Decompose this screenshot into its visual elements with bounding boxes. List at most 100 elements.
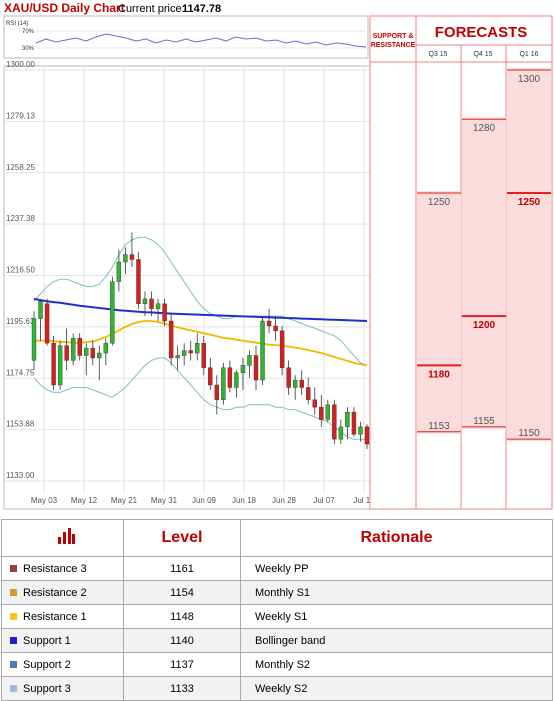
candle-body [123, 254, 128, 263]
candle-body [292, 379, 298, 388]
rsi-label: RSI (14) [6, 21, 28, 27]
color-swatch [10, 685, 17, 693]
table-icon-cell [1, 519, 124, 557]
candle-body [332, 404, 337, 440]
candle-body [188, 350, 193, 354]
levels-table-wrap: Level Rationale Resistance 3 1161 Weekly P… [0, 519, 554, 701]
color-swatch [10, 661, 17, 669]
y-tick-label: 1300.00 [6, 60, 35, 69]
row-rationale: Weekly PP [240, 556, 553, 581]
candle-body [31, 318, 37, 361]
candle-body [110, 281, 115, 344]
row-name: Support 1 [1, 628, 124, 653]
fc-col-q3-15: Q3 15 [428, 51, 447, 58]
candle-body [155, 303, 161, 309]
candle-body [136, 259, 141, 305]
x-tick-label: Jul 07 [313, 496, 335, 505]
fc-col-q1-16: Q1 16 [519, 51, 538, 58]
candle-body [306, 387, 311, 400]
candle-body [260, 320, 265, 381]
candle-body [247, 355, 252, 366]
candle-body [38, 301, 43, 319]
candle-body [364, 426, 370, 445]
forecast-range [417, 191, 461, 434]
candle-body [214, 384, 220, 400]
y-tick-label: 1216.50 [6, 266, 35, 275]
row-level: 1161 [123, 556, 241, 581]
forecast-value: 1250 [428, 197, 451, 208]
candle-body [64, 345, 69, 361]
row-rationale: Monthly S2 [240, 652, 553, 677]
candle-body [142, 298, 148, 305]
bollinger-upper [33, 236, 368, 366]
row-name: Support 2 [1, 652, 124, 677]
color-swatch [10, 637, 17, 645]
row-level: 1137 [123, 652, 241, 677]
rsi-level-30: 30% [22, 46, 35, 52]
row-name: Resistance 2 [1, 580, 124, 605]
row-name-text: Resistance 3 [23, 562, 87, 575]
candle-body [97, 352, 102, 359]
table-row: Resistance 2 1154 Monthly S1 [1, 580, 553, 605]
color-swatch [10, 565, 17, 573]
candle-body [149, 298, 154, 309]
header-level: Level [123, 519, 241, 557]
moving-average-blue [33, 297, 368, 322]
y-tick-label: 1153.88 [6, 420, 35, 429]
x-tick-label: May 31 [151, 496, 178, 505]
y-tick-label: 1133.00 [6, 471, 35, 480]
candle-body [84, 347, 89, 356]
row-name: Resistance 3 [1, 556, 124, 581]
forecast-range [462, 117, 506, 429]
color-swatch [10, 613, 17, 621]
candle-body [208, 367, 213, 386]
x-tick-label: Jul 16 [353, 496, 375, 505]
row-name-text: Resistance 2 [23, 586, 87, 599]
x-tick-label: May 03 [31, 496, 58, 505]
x-tick-label: May 12 [71, 496, 98, 505]
candle-body [338, 426, 344, 440]
rsi-panel [3, 15, 369, 59]
forecast-value: 1280 [473, 123, 496, 134]
candle-body [201, 342, 206, 368]
table-row: Support 1 1140 Bollinger band [1, 628, 553, 653]
row-level: 1140 [123, 628, 241, 653]
candle-body [90, 347, 95, 359]
x-tick-label: May 21 [111, 496, 138, 505]
sr-label-1: SUPPORT & [373, 33, 414, 40]
table-row: Support 2 1137 Monthly S2 [1, 652, 553, 677]
candle-body [286, 367, 291, 388]
candle-body [279, 330, 285, 368]
candle-body [175, 355, 180, 359]
y-tick-label: 1195.63 [6, 317, 35, 326]
header-rationale: Rationale [240, 519, 553, 557]
candle-body [319, 406, 324, 420]
forecasts-title: FORECASTS [435, 24, 528, 41]
y-tick-label: 1174.75 [6, 368, 35, 377]
candle-body [70, 338, 76, 361]
candle-body [234, 372, 239, 388]
forecast-value: 1250 [518, 197, 541, 208]
row-rationale: Bollinger band [240, 628, 553, 653]
price-panel [3, 65, 371, 510]
candle-body [358, 426, 363, 435]
row-rationale: Monthly S1 [240, 580, 553, 605]
table-row: Resistance 3 1161 Weekly PP [1, 556, 553, 581]
forecast-value: 1155 [473, 416, 495, 427]
row-level: 1154 [123, 580, 241, 605]
candle-body [266, 320, 272, 327]
candle-body [221, 367, 226, 400]
candle-body [162, 303, 167, 322]
y-tick-label: 1279.13 [6, 111, 35, 120]
candle-body [351, 411, 357, 435]
candle-body [253, 355, 259, 381]
candle-body [51, 342, 56, 386]
candle-body [44, 303, 50, 344]
forecast-range [507, 68, 551, 442]
x-tick-label: Jun 09 [192, 496, 217, 505]
candle-body [57, 345, 63, 386]
y-tick-label: 1258.25 [6, 163, 35, 172]
color-swatch [10, 589, 17, 597]
current-price: 1147.78 [182, 3, 221, 15]
candle-body [168, 320, 174, 359]
